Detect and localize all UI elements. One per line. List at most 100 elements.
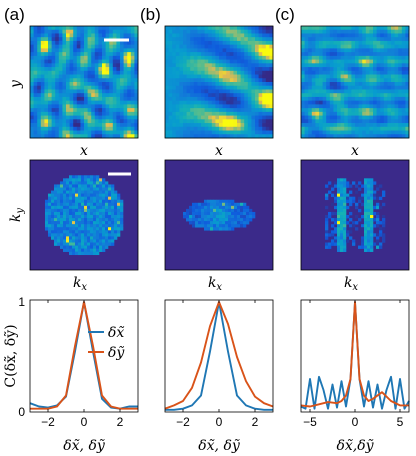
texture-cell xyxy=(201,123,205,128)
texture-cell xyxy=(55,93,60,98)
k-space-cell xyxy=(96,230,100,234)
k-space-cell xyxy=(72,218,76,222)
texture-cell xyxy=(301,104,305,109)
k-space-cell xyxy=(111,199,115,204)
texture-cell xyxy=(244,89,249,94)
texture-cell xyxy=(98,108,103,113)
texture-cell xyxy=(344,48,349,53)
texture-cell xyxy=(362,40,367,46)
xlabel-map-b: x xyxy=(215,143,223,159)
texture-cell xyxy=(219,63,223,68)
texture-cell xyxy=(165,37,169,42)
k-space-cell xyxy=(343,199,347,204)
k-space-cell xyxy=(349,230,353,234)
texture-cell xyxy=(51,111,56,116)
k-space-cell xyxy=(51,233,55,237)
texture-cell xyxy=(401,37,406,42)
texture-cell xyxy=(40,89,45,94)
texture-cell xyxy=(380,63,385,68)
texture-cell xyxy=(116,67,121,72)
texture-cell xyxy=(76,48,81,53)
texture-cell xyxy=(240,115,245,120)
texture-cell xyxy=(344,89,349,94)
k-space-cell xyxy=(69,248,73,252)
texture-cell xyxy=(66,70,70,75)
texture-cell xyxy=(94,33,99,38)
k-space-cell xyxy=(370,239,374,243)
k-space-cell xyxy=(99,211,103,216)
texture-cell xyxy=(69,74,74,79)
k-space-cell xyxy=(81,224,85,228)
k-space-cell xyxy=(192,202,196,207)
k-space-cell xyxy=(75,202,79,207)
texture-cell xyxy=(201,48,205,53)
texture-cell xyxy=(102,100,106,105)
texture-cell xyxy=(116,40,121,46)
texture-cell xyxy=(247,93,252,98)
k-space-cell xyxy=(343,215,347,219)
texture-cell xyxy=(168,108,173,113)
series-line-dy xyxy=(164,301,274,410)
texture-cell xyxy=(394,130,399,135)
texture-cell xyxy=(73,82,78,87)
texture-cell xyxy=(265,134,270,139)
texture-cell xyxy=(69,29,74,34)
texture-cell xyxy=(319,52,323,57)
texture-cell xyxy=(40,126,45,131)
texture-cell xyxy=(134,74,139,79)
frame-map-c xyxy=(300,25,410,139)
texture-cell xyxy=(116,70,121,75)
texture-cell xyxy=(186,52,191,57)
texture-cell xyxy=(84,48,88,53)
texture-cell xyxy=(265,111,270,116)
k-space-cell xyxy=(364,230,368,234)
texture-cell xyxy=(179,134,184,139)
k-space-cell xyxy=(367,190,371,194)
texture-cell xyxy=(405,63,410,68)
texture-cell xyxy=(315,26,320,31)
texture-cell xyxy=(222,119,227,124)
k-space-cell xyxy=(84,251,88,256)
k-space-cell xyxy=(370,245,374,249)
texture-cell xyxy=(73,108,78,113)
k-space-cell xyxy=(334,236,338,240)
k-space-cell xyxy=(349,199,353,204)
texture-cell xyxy=(244,93,249,98)
texture-cell xyxy=(358,130,363,135)
k-space-cell xyxy=(204,205,208,210)
texture-cell xyxy=(44,115,49,120)
texture-cell xyxy=(120,119,124,124)
k-space-cell xyxy=(325,205,329,210)
texture-cell xyxy=(394,55,399,60)
texture-cell xyxy=(62,70,67,75)
texture-cell xyxy=(123,29,128,34)
texture-cell xyxy=(33,108,38,113)
k-space-cell xyxy=(231,215,235,219)
texture-cell xyxy=(201,67,205,72)
texture-cell xyxy=(102,55,106,60)
texture-cell xyxy=(255,82,259,87)
k-space-cell xyxy=(373,224,377,228)
texture-cell xyxy=(66,119,70,124)
k-space-cell xyxy=(81,190,85,194)
texture-cell xyxy=(347,89,352,94)
texture-cell xyxy=(351,100,356,105)
k-space-cell xyxy=(60,245,64,249)
texture-cell xyxy=(376,96,381,102)
texture-cell xyxy=(355,130,359,135)
texture-cell xyxy=(116,119,121,124)
texture-cell xyxy=(51,130,56,135)
k-space-cell xyxy=(240,221,244,225)
texture-cell xyxy=(269,85,274,90)
texture-cell xyxy=(362,33,367,38)
k-space-cell xyxy=(72,236,76,240)
texture-cell xyxy=(55,123,60,128)
texture-cell xyxy=(105,130,110,135)
k-space-cell xyxy=(93,233,97,237)
texture-cell xyxy=(55,96,60,102)
texture-cell xyxy=(84,44,88,49)
texture-cell xyxy=(73,123,78,128)
texture-cell xyxy=(123,59,128,64)
texture-cell xyxy=(311,26,316,31)
texture-cell xyxy=(391,111,395,116)
